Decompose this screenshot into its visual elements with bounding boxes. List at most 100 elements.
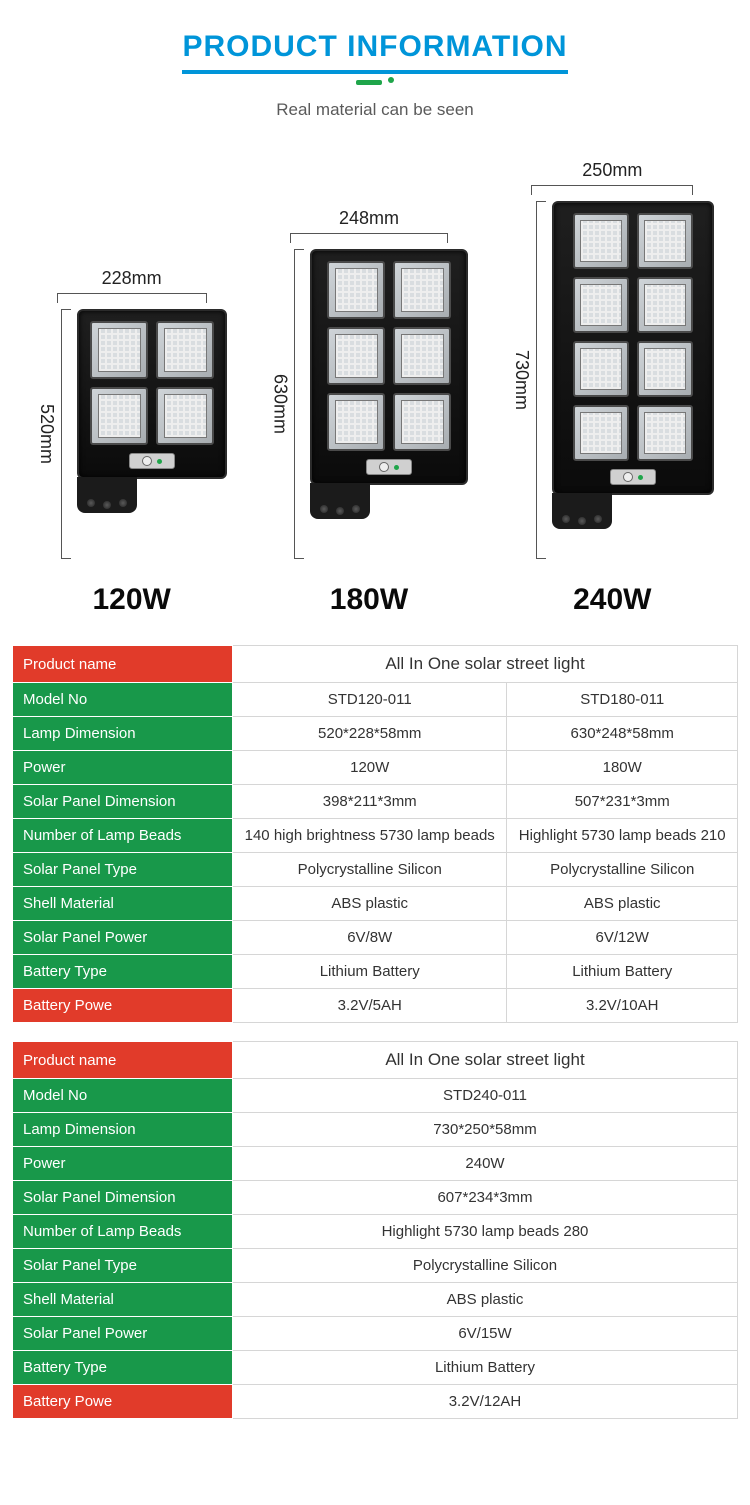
spec-label: Solar Panel Dimension xyxy=(13,785,233,819)
led-panel xyxy=(327,393,385,451)
header: PRODUCT INFORMATION Real material can be… xyxy=(0,0,750,130)
spec-value: Polycrystalline Silicon xyxy=(233,853,507,887)
spec-label: Lamp Dimension xyxy=(13,717,233,751)
spec-value: 6V/15W xyxy=(233,1317,738,1351)
spec-value: 140 high brightness 5730 lamp beads xyxy=(233,819,507,853)
dim-height: 520mm xyxy=(36,309,61,559)
lamp-body xyxy=(77,309,227,479)
led-panel xyxy=(156,387,214,445)
sensor-bar xyxy=(610,469,656,485)
spec-table-2: Product nameAll In One solar street ligh… xyxy=(12,1041,738,1419)
spec-value: STD120-011 xyxy=(233,683,507,717)
spec-value: Highlight 5730 lamp beads 280 xyxy=(233,1215,738,1249)
spec-label: Battery Type xyxy=(13,1351,233,1385)
dim-width: 228mm xyxy=(57,268,207,289)
led-panel xyxy=(393,393,451,451)
spec-value: Polycrystalline Silicon xyxy=(507,853,738,887)
mount-bracket xyxy=(77,477,137,513)
spec-value: 3.2V/5AH xyxy=(233,989,507,1023)
spec-value: 3.2V/12AH xyxy=(233,1385,738,1419)
spec-value: 180W xyxy=(507,751,738,785)
spec-value: 6V/12W xyxy=(507,921,738,955)
dim-bracket-top xyxy=(531,185,693,195)
spec-label: Shell Material xyxy=(13,887,233,921)
spec-value: ABS plastic xyxy=(233,887,507,921)
panel-row xyxy=(90,387,214,445)
dim-bracket-side xyxy=(294,249,304,559)
dim-side-wrap: 730mm xyxy=(511,201,714,559)
spec-value: All In One solar street light xyxy=(233,646,738,683)
watt-label: 120W xyxy=(92,583,170,617)
lamp-wrap xyxy=(310,249,468,559)
mount-bracket xyxy=(552,493,612,529)
led-panel xyxy=(156,321,214,379)
spec-value: 520*228*58mm xyxy=(233,717,507,751)
led-panel xyxy=(90,321,148,379)
sensor-bar xyxy=(366,459,412,475)
watt-label: 240W xyxy=(573,583,651,617)
panel-row xyxy=(573,341,693,397)
led-panel xyxy=(573,213,629,269)
product-col: 228mm 520mm 120W xyxy=(36,268,227,617)
spec-value: 607*234*3mm xyxy=(233,1181,738,1215)
spec-label: Product name xyxy=(13,1042,233,1079)
led-panel xyxy=(637,277,693,333)
spec-label: Solar Panel Dimension xyxy=(13,1181,233,1215)
spec-value: 120W xyxy=(233,751,507,785)
lamp-wrap xyxy=(552,201,714,559)
product-row: 228mm520mm120W248mm630mm180W250mm730mm24… xyxy=(0,130,750,627)
spec-label: Number of Lamp Beads xyxy=(13,1215,233,1249)
dim-height: 730mm xyxy=(511,201,536,559)
spec-table-1: Product nameAll In One solar street ligh… xyxy=(12,645,738,1023)
spec-label: Battery Powe xyxy=(13,1385,233,1419)
spec-value: 398*211*3mm xyxy=(233,785,507,819)
panel-row xyxy=(573,405,693,461)
spec-label: Solar Panel Type xyxy=(13,853,233,887)
page-title: PRODUCT INFORMATION xyxy=(182,30,567,74)
spec-value: All In One solar street light xyxy=(233,1042,738,1079)
spec-label: Shell Material xyxy=(13,1283,233,1317)
dim-side-wrap: 630mm xyxy=(269,249,468,559)
led-panel xyxy=(573,277,629,333)
panel-row xyxy=(573,277,693,333)
spec-value: 3.2V/10AH xyxy=(507,989,738,1023)
led-panel xyxy=(90,387,148,445)
spec-label: Solar Panel Power xyxy=(13,921,233,955)
led-panel xyxy=(327,327,385,385)
dim-height: 630mm xyxy=(269,249,294,559)
page-subtitle: Real material can be seen xyxy=(0,100,750,120)
spec-label: Model No xyxy=(13,683,233,717)
spec-value: STD180-011 xyxy=(507,683,738,717)
led-panel xyxy=(637,405,693,461)
spec-label: Model No xyxy=(13,1079,233,1113)
panel-row xyxy=(573,213,693,269)
mount-bracket xyxy=(310,483,370,519)
lamp-wrap xyxy=(77,309,227,559)
spec-value: ABS plastic xyxy=(233,1283,738,1317)
product-col: 250mm 730mm 240W xyxy=(511,160,714,617)
spec-value: 630*248*58mm xyxy=(507,717,738,751)
spec-value: 730*250*58mm xyxy=(233,1113,738,1147)
lamp-body xyxy=(552,201,714,495)
dim-width: 250mm xyxy=(531,160,693,181)
spec-value: 240W xyxy=(233,1147,738,1181)
spec-label: Product name xyxy=(13,646,233,683)
dim-bracket-top xyxy=(57,293,207,303)
spec-label: Battery Powe xyxy=(13,989,233,1023)
dim-bracket-top xyxy=(290,233,448,243)
led-panel xyxy=(393,261,451,319)
panel-row xyxy=(90,321,214,379)
spec-label: Number of Lamp Beads xyxy=(13,819,233,853)
spec-value: ABS plastic xyxy=(507,887,738,921)
spec-value: STD240-011 xyxy=(233,1079,738,1113)
sensor-bar xyxy=(129,453,175,469)
led-panel xyxy=(327,261,385,319)
dim-width: 248mm xyxy=(290,208,448,229)
spec-value: Lithium Battery xyxy=(507,955,738,989)
led-panel xyxy=(637,213,693,269)
spec-value: Lithium Battery xyxy=(233,1351,738,1385)
spec-value: Lithium Battery xyxy=(233,955,507,989)
panel-row xyxy=(327,261,451,319)
panel-row xyxy=(327,327,451,385)
spec-label: Power xyxy=(13,751,233,785)
